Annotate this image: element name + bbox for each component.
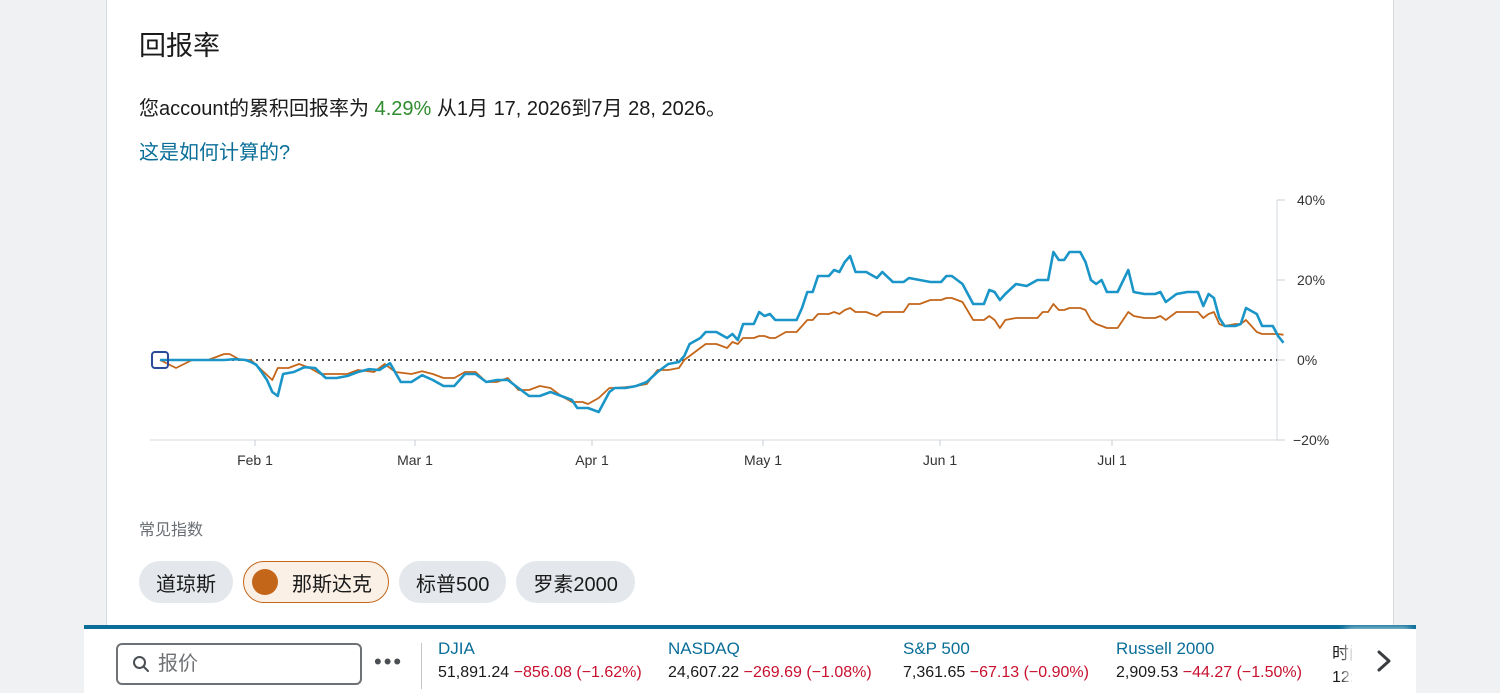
index-pill-russell2000[interactable]: 罗素2000 [516,561,635,603]
quote-price: 7,361.65 [903,664,966,681]
quote-values: 7,361.65 −67.13 (−0.90%) [903,664,1089,682]
quote-price: 51,891.24 [438,664,510,681]
quote-name: NASDAQ [668,639,740,658]
x-tick-label-mar: Mar 1 [397,452,433,468]
x-tick-label-jul: Jul 1 [1097,452,1127,468]
y-tick-label-0: 0% [1297,352,1317,368]
nasdaq-series-line [159,297,1284,405]
quote-change: −269.69 (−1.08%) [743,664,872,681]
quote-name: S&P 500 [903,639,970,658]
quote-search-box[interactable] [116,643,362,685]
chevron-right-icon [1377,650,1391,672]
y-tick-label-20: 20% [1297,272,1325,288]
y-tick-label-minus20: −20% [1293,432,1329,448]
quote-price: 2,909.53 [1116,664,1179,681]
quote-nasdaq[interactable]: NASDAQ 24,607.22 −269.69 (−1.08%) [668,639,872,682]
quote-search-input[interactable] [158,652,348,676]
card-title: 回报率 [139,31,220,61]
quote-russell2000[interactable]: Russell 2000 2,909.53 −44.27 (−1.50%) [1116,639,1302,682]
quote-change: −44.27 (−1.50%) [1182,664,1302,681]
quote-name: Russell 2000 [1116,639,1215,658]
x-tick-label-may: May 1 [744,452,782,468]
returns-card: 回报率 您account的累积回报率为 4.29% 从1月 17, 2026到7… [106,0,1394,630]
quote-values: 12: [1332,669,1366,687]
index-pill-label: 那斯达克 [292,573,372,596]
quote-values: 51,891.24 −856.08 (−1.62%) [438,664,642,682]
index-pill-label: 道琼斯 [156,573,216,596]
start-point-marker[interactable] [151,351,169,369]
quote-name: DJIA [438,639,475,658]
quote-price: 12: [1332,669,1355,686]
more-options-button[interactable]: ••• [374,649,404,674]
x-tick-label-apr: Apr 1 [575,452,609,468]
quote-change: −856.08 (−1.62%) [513,664,642,681]
nasdaq-color-dot [252,569,278,595]
summary-suffix: 从1月 17, 2026到7月 28, 2026。 [431,98,726,120]
index-pill-nasdaq[interactable]: 那斯达克 [243,561,389,603]
index-pill-label: 标普500 [416,573,490,596]
quote-sp500[interactable]: S&P 500 7,361.65 −67.13 (−0.90%) [903,639,1089,682]
summary-prefix: 您account的累积回报率为 [139,98,375,120]
quote-price: 24,607.22 [668,664,740,681]
quote-values: 2,909.53 −44.27 (−1.50%) [1116,664,1302,682]
account-series-line [160,250,1285,414]
search-icon [133,656,149,672]
index-pill-sp500[interactable]: 标普500 [399,561,507,603]
index-pill-dow[interactable]: 道琼斯 [139,561,233,603]
return-chart[interactable]: 40% 20% 0% −20% Feb 1 Mar 1 Apr 1 May 1 … [107,180,1395,480]
quote-change: −67.13 (−0.90%) [969,664,1089,681]
ticker-next-button[interactable] [1352,629,1416,693]
x-tick-label-feb: Feb 1 [237,452,273,468]
cumulative-return-value: 4.29% [374,98,432,120]
quote-djia[interactable]: DJIA 51,891.24 −856.08 (−1.62%) [438,639,642,682]
ticker-divider [421,643,422,689]
index-selector: 道琼斯 那斯达克 标普500 罗素2000 [139,561,635,603]
indices-title: 常见指数 [139,522,204,539]
x-tick-label-jun: Jun 1 [923,452,957,468]
how-calculated-link[interactable]: 这是如何计算的? [139,142,291,164]
return-summary: 您account的累积回报率为 4.29% 从1月 17, 2026到7月 28… [139,92,726,121]
index-pill-label: 罗素2000 [533,573,618,596]
y-tick-label-40: 40% [1297,192,1325,208]
quote-values: 24,607.22 −269.69 (−1.08%) [668,664,872,682]
market-ticker-bar: ••• DJIA 51,891.24 −856.08 (−1.62%) NASD… [84,625,1416,693]
